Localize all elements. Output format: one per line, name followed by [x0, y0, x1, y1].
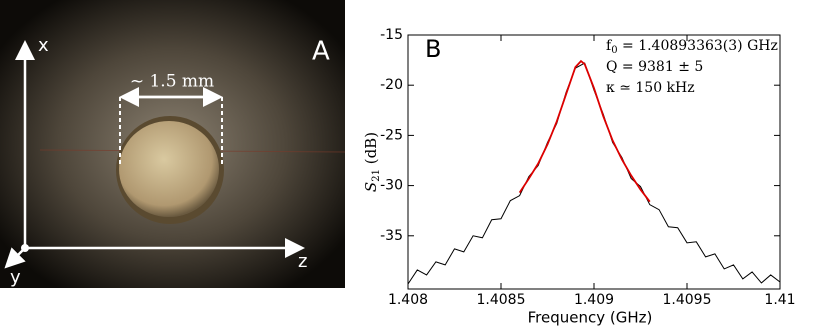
- axis-label: x: [38, 35, 49, 56]
- label-part: (dB): [362, 132, 380, 169]
- y-tick-label: -30: [380, 178, 403, 194]
- panel-label: A: [312, 37, 330, 67]
- scale-label: ~ 1.5 mm: [130, 72, 214, 92]
- label-part: = 1.40893363(3) GHz: [618, 38, 778, 54]
- x-tick-label: 1.41: [764, 292, 795, 308]
- y-arrow: [4, 247, 26, 269]
- x-axis-label: Frequency (GHz): [528, 309, 653, 327]
- y-tick-label: -15: [380, 27, 403, 43]
- axis-label: z: [298, 251, 307, 272]
- label-part: κ ≃ 150 kHz: [606, 80, 695, 96]
- x-tick-label: 1.408: [388, 292, 428, 308]
- label-part: Q = 9381 ± 5: [606, 59, 703, 75]
- label-part: 21: [371, 169, 382, 182]
- x-tick-label: 1.4085: [477, 292, 526, 308]
- y-tick-label: -20: [380, 77, 403, 93]
- photo-panel: ~ 1.5 mm x z y A: [0, 0, 346, 288]
- annotation: Q = 9381 ± 5: [606, 59, 703, 75]
- panel-label: B: [425, 35, 441, 63]
- data-line: [408, 62, 780, 285]
- data-line: [518, 59, 651, 203]
- axis-label: y: [10, 267, 21, 288]
- label-part: 0: [611, 45, 617, 56]
- plot-area: [408, 59, 780, 285]
- origin: [21, 244, 29, 252]
- x-tick-label: 1.4095: [663, 292, 712, 308]
- annotation: f0 = 1.40893363(3) GHz: [606, 38, 778, 56]
- label-part: f: [606, 38, 613, 54]
- y-axis-label: S21 (dB): [362, 132, 382, 192]
- annotation: κ ≃ 150 kHz: [606, 80, 695, 96]
- y-tick-label: -35: [380, 228, 403, 244]
- disc: [119, 121, 219, 217]
- y-tick-label: -25: [380, 127, 403, 143]
- x-tick-label: 1.409: [574, 292, 614, 308]
- label-part: S: [362, 182, 380, 192]
